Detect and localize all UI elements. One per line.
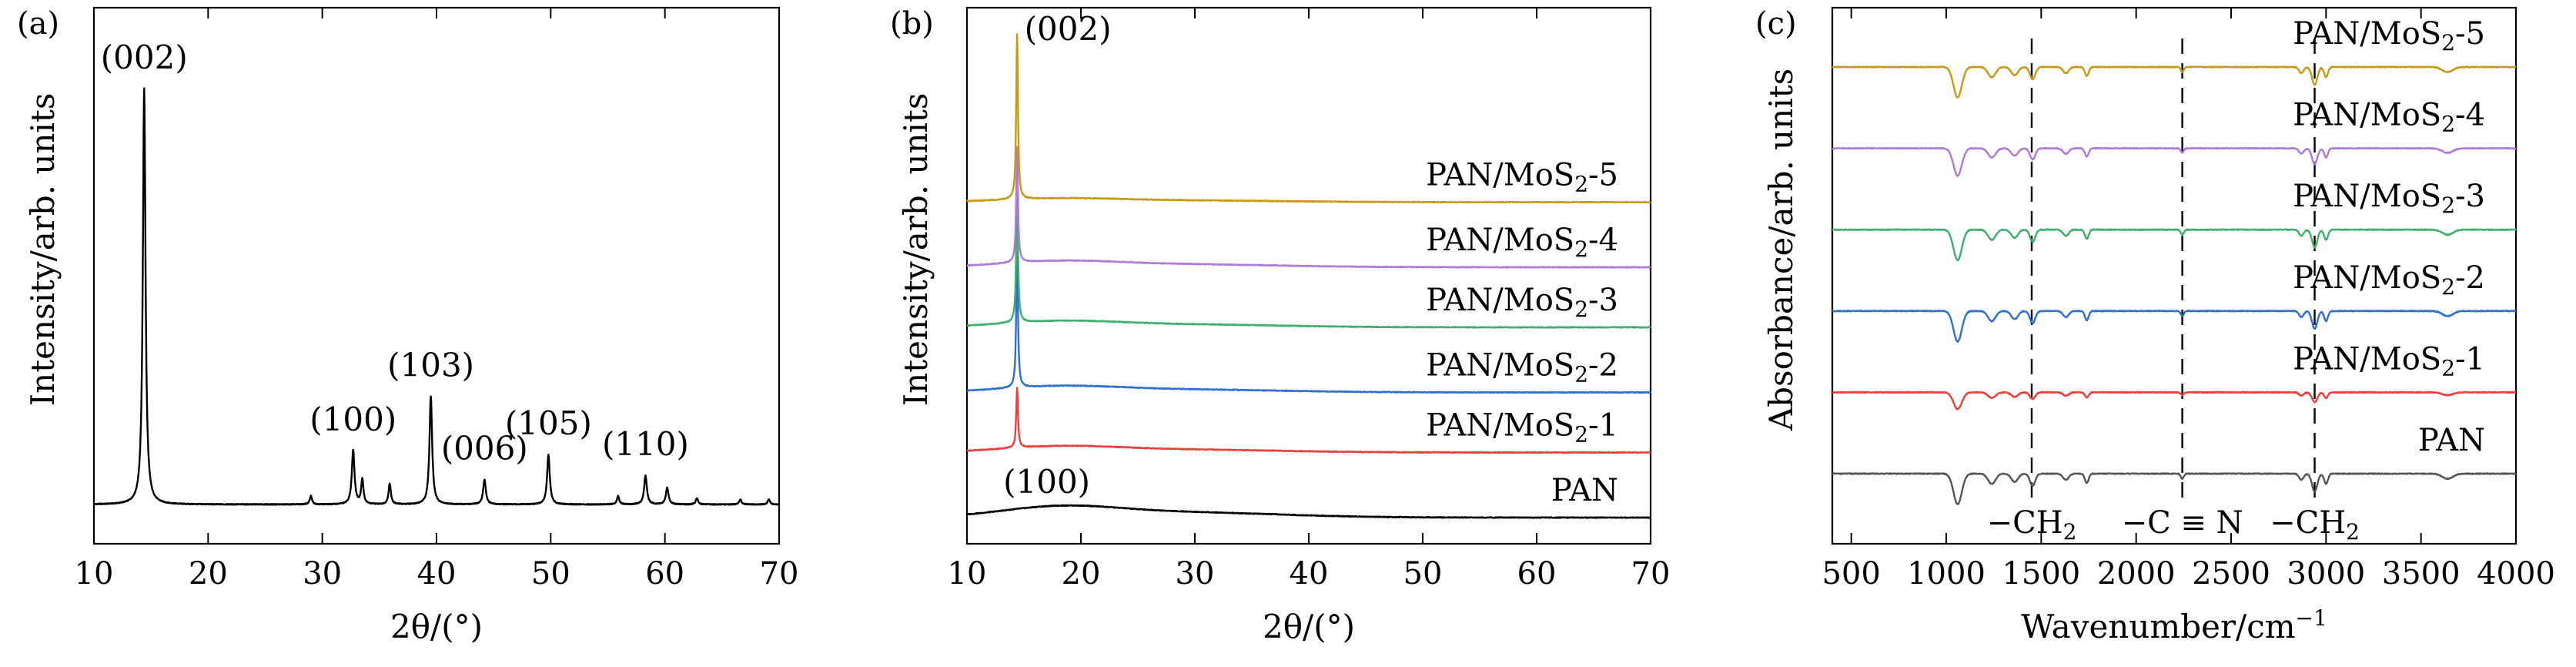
xrd-curve-pan-mos2-2 — [966, 251, 1651, 394]
series-label: PAN — [1551, 473, 1618, 508]
series-label: PAN/MoS2-4 — [2293, 98, 2485, 137]
peak-label: (002) — [1025, 10, 1112, 48]
series-label: PAN/MoS2-1 — [1426, 408, 1618, 447]
series-label: PAN/MoS2-2 — [2293, 260, 2485, 300]
ftir-curve-pan-mos2-4 — [1832, 146, 2517, 177]
peak-label: (110) — [602, 425, 689, 463]
x-tick-label: 70 — [1631, 556, 1671, 592]
panel-c: 500 1000 1500 2000 2500 3000 3500 4000 (c) Absorb… — [1755, 6, 2555, 645]
series-label: PAN/MoS2-3 — [2293, 179, 2485, 218]
ftir-curve-pan-mos2-5 — [1832, 65, 2517, 99]
x-axis-title: 2θ/(°) — [1263, 608, 1355, 645]
x-tick-label: 50 — [531, 556, 570, 592]
x-tick-label: 30 — [303, 556, 342, 592]
plot-frame — [92, 6, 781, 545]
x-tick-label: 50 — [1403, 556, 1443, 592]
xrd-curve-pan-mos2-1 — [966, 387, 1651, 454]
series-label: PAN/MoS2-4 — [1426, 223, 1618, 262]
x-tick-label: 3500 — [2382, 556, 2461, 592]
panel-letter: (b) — [890, 6, 934, 42]
x-tick-label: 60 — [645, 556, 684, 592]
x-tick-label: 20 — [189, 556, 228, 592]
y-axis-title: Absorbance/arb. units — [1762, 69, 1800, 431]
x-tick-label: 10 — [75, 556, 114, 592]
x-tick-label: 60 — [1517, 556, 1557, 592]
series-label: PAN — [2418, 423, 2485, 458]
xrd-curve-pan-mos2-4 — [966, 146, 1651, 269]
x-tick-label: 1000 — [1907, 556, 1986, 592]
peak-label: (103) — [387, 347, 474, 384]
x-axis-title: Wavenumber/cm−1 — [2021, 605, 2327, 645]
x-tick-label: 3000 — [2287, 556, 2365, 592]
peak-label: (002) — [101, 39, 188, 76]
series-label: PAN/MoS2-5 — [2293, 16, 2485, 55]
peak-label: (100) — [309, 401, 396, 438]
plot-frame — [1831, 6, 2517, 545]
x-tick-label: 40 — [417, 556, 457, 592]
xrd-curve-pan-mos2-3 — [966, 186, 1652, 329]
y-axis-title: Intensity/arb. units — [24, 93, 62, 407]
panel-letter: (c) — [1755, 6, 1797, 42]
x-tick-label: 500 — [1822, 556, 1880, 592]
x-tick-label: 4000 — [2477, 556, 2555, 592]
series-label: PAN/MoS2-1 — [2293, 341, 2485, 380]
panel-b: 10 20 30 40 50 60 70 (b) Intensity/arb. units PAN… — [890, 6, 1670, 645]
band-label: −CH2 — [1987, 505, 2077, 545]
panel-a: 10 20 30 40 50 60 70 (a) Intensity/arb. units (00… — [17, 6, 798, 645]
x-tick-label: 2000 — [2097, 556, 2176, 592]
x-tick-label: 70 — [760, 556, 799, 592]
ftir-curve-pan-mos2-1 — [1832, 390, 2517, 411]
y-axis-title: Intensity/arb. units — [897, 93, 935, 407]
x-tick-label: 20 — [1062, 556, 1101, 592]
xrd-curve-mos2 — [93, 87, 780, 506]
x-tick-label: 2500 — [2192, 556, 2270, 592]
peak-label: (105) — [505, 404, 592, 442]
x-tick-label: 1500 — [2002, 556, 2080, 592]
x-tick-label: 10 — [948, 556, 987, 592]
ftir-curve-pan-mos2-2 — [1832, 310, 2517, 343]
x-tick-label: 40 — [1290, 556, 1329, 592]
band-label: −C ≡ N — [2122, 505, 2243, 541]
x-tick-label: 30 — [1176, 556, 1215, 592]
series-label: PAN/MoS2-5 — [1426, 158, 1618, 197]
xrd-curve-pan-mos2-5 — [966, 33, 1651, 204]
series-label: PAN/MoS2-3 — [1426, 283, 1618, 322]
ftir-curve-pan-mos2-3 — [1832, 228, 2517, 262]
band-label: −CH2 — [2270, 505, 2360, 545]
series-label: PAN/MoS2-2 — [1426, 348, 1618, 387]
peak-label: (100) — [1003, 463, 1090, 501]
panel-letter: (a) — [17, 6, 59, 42]
ftir-curve-pan — [1831, 472, 2517, 505]
peak-label: (006) — [441, 430, 528, 468]
xrd-curve-pan — [966, 504, 1651, 519]
x-axis-title: 2θ/(°) — [390, 608, 483, 645]
